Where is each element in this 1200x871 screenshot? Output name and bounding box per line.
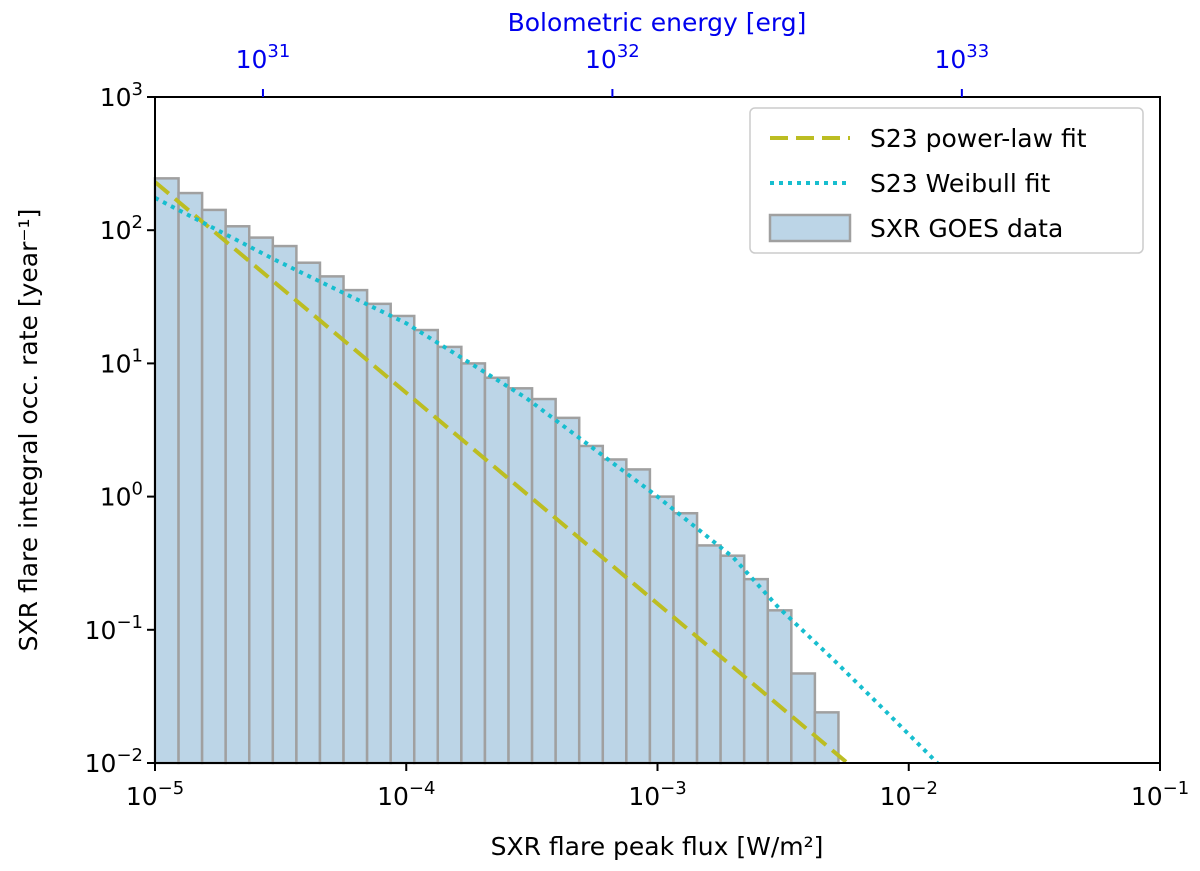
histogram-bar <box>507 387 534 765</box>
histogram-bar <box>342 288 369 765</box>
x-axis-label: SXR flare peak flux [W/m²] <box>491 832 824 861</box>
fit-line <box>153 180 849 765</box>
histogram-bar <box>766 609 793 765</box>
tick-label: 101 <box>100 345 143 378</box>
histogram-bar <box>625 468 652 765</box>
tick-label: 10−2 <box>85 745 143 778</box>
histogram-bar <box>295 261 322 765</box>
histogram-bar <box>271 244 298 765</box>
tick-label: 10−4 <box>377 778 435 811</box>
histogram-bar <box>530 397 557 765</box>
histogram-bar <box>200 208 227 765</box>
tick-label: 103 <box>100 79 143 112</box>
fit-line <box>154 196 939 765</box>
histogram-bar <box>648 495 675 765</box>
tick-label: 102 <box>100 212 143 245</box>
histogram-bar <box>318 275 345 765</box>
histogram-bar <box>577 444 605 765</box>
legend-swatch <box>768 213 852 243</box>
tick-label: 1031 <box>236 41 291 74</box>
legend-label: SXR GOES data <box>870 214 1063 243</box>
tick-label: 10−2 <box>880 778 938 811</box>
tick-label: 10−1 <box>1131 778 1189 811</box>
legend-label: S23 Weibull fit <box>870 169 1051 198</box>
tick-label: 1033 <box>934 41 989 74</box>
tick-label: 10−3 <box>628 778 686 811</box>
histogram-bar <box>365 302 392 765</box>
histogram-bar <box>554 416 581 765</box>
histogram-bar <box>224 225 251 765</box>
y-axis-label: SXR flare integral occ. rate [year⁻¹] <box>14 209 43 652</box>
histogram-bar <box>247 236 275 765</box>
legend-label: S23 power-law fit <box>870 124 1087 153</box>
histogram-bar <box>460 362 487 765</box>
histogram-bar <box>483 376 510 765</box>
tick-label: 10−5 <box>126 778 184 811</box>
histogram-bar <box>177 191 204 765</box>
histogram-bar <box>742 577 770 765</box>
tick-label: 100 <box>100 479 143 512</box>
histogram-bar <box>436 345 463 765</box>
histogram-bar <box>601 458 628 765</box>
histogram-bar <box>672 511 699 765</box>
top-axis-label: Bolometric energy [erg] <box>508 8 807 37</box>
histogram-bar <box>153 177 180 765</box>
tick-label: 10−1 <box>85 612 143 645</box>
tick-label: 1032 <box>585 41 640 74</box>
histogram-bar <box>412 328 440 765</box>
